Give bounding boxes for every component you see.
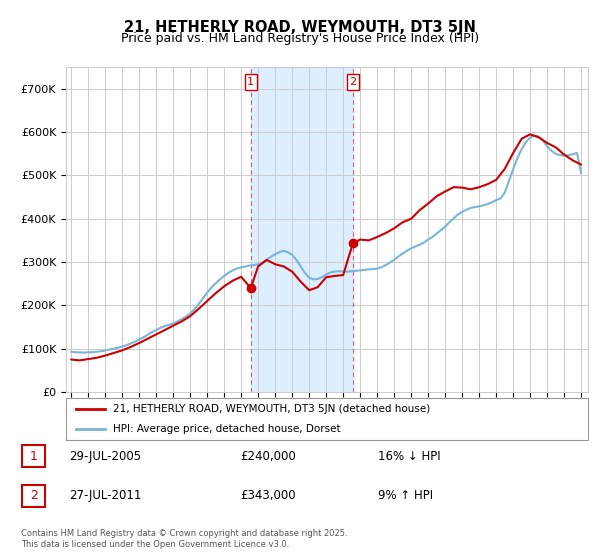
Text: 27-JUL-2011: 27-JUL-2011: [69, 489, 142, 502]
Text: 1: 1: [247, 77, 254, 87]
Text: £343,000: £343,000: [240, 489, 296, 502]
Text: 21, HETHERLY ROAD, WEYMOUTH, DT3 5JN (detached house): 21, HETHERLY ROAD, WEYMOUTH, DT3 5JN (de…: [113, 404, 430, 414]
Text: 2: 2: [349, 77, 356, 87]
Text: 21, HETHERLY ROAD, WEYMOUTH, DT3 5JN: 21, HETHERLY ROAD, WEYMOUTH, DT3 5JN: [124, 20, 476, 35]
Text: 2: 2: [29, 489, 38, 502]
Text: HPI: Average price, detached house, Dorset: HPI: Average price, detached house, Dors…: [113, 424, 341, 434]
Text: Contains HM Land Registry data © Crown copyright and database right 2025.
This d: Contains HM Land Registry data © Crown c…: [21, 529, 347, 549]
Text: 29-JUL-2005: 29-JUL-2005: [69, 450, 141, 463]
Bar: [251, 67, 353, 392]
Text: £240,000: £240,000: [240, 450, 296, 463]
Text: 16% ↓ HPI: 16% ↓ HPI: [378, 450, 440, 463]
Text: Price paid vs. HM Land Registry's House Price Index (HPI): Price paid vs. HM Land Registry's House …: [121, 32, 479, 45]
Text: 9% ↑ HPI: 9% ↑ HPI: [378, 489, 433, 502]
Text: 1: 1: [29, 450, 38, 463]
